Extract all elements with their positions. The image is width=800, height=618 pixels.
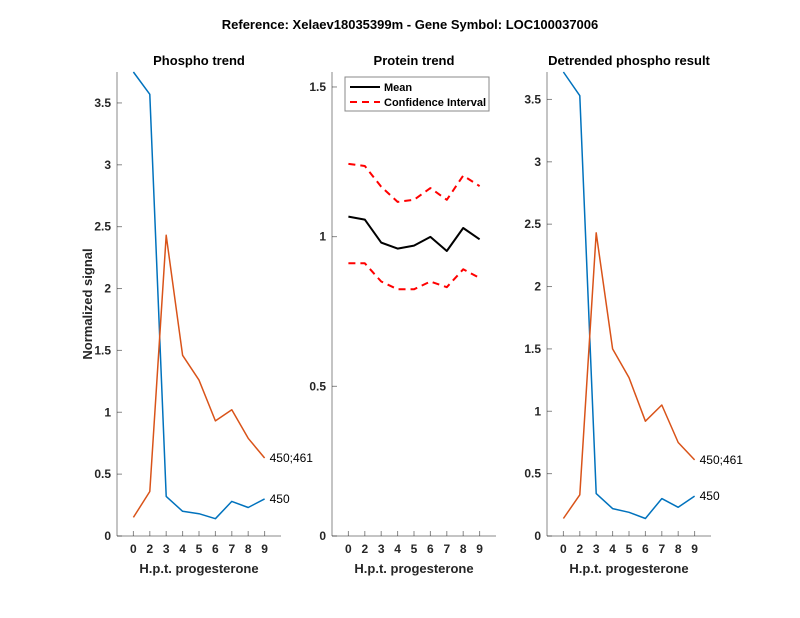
y-tick-label: 3 (534, 155, 541, 169)
y-tick-label: 0 (104, 529, 111, 543)
x-tick-label: 4 (609, 542, 616, 556)
y-tick-label: 2.5 (94, 220, 111, 234)
x-tick-label: 5 (411, 542, 418, 556)
x-tick-label: 5 (626, 542, 633, 556)
protein-trend-legend: Mean Confidence Interval (344, 76, 490, 112)
y-tick-label: 1 (104, 405, 111, 419)
y-tick-label: 0 (319, 529, 326, 543)
y-tick-label: 1.5 (94, 343, 111, 357)
x-tick-label: 6 (427, 542, 434, 556)
x-tick-label: 9 (691, 542, 698, 556)
protein-trend-title: Protein trend (374, 53, 455, 68)
y-tick-label: 0.5 (309, 379, 326, 393)
y-tick-label: 2.5 (524, 217, 541, 231)
x-tick-label: 2 (576, 542, 583, 556)
x-tick-label: 5 (196, 542, 203, 556)
x-tick-label: 9 (261, 542, 268, 556)
legend-mean-label: Mean (384, 82, 412, 94)
y-tick-label: 1 (319, 230, 326, 244)
series-line-450 (132, 71, 265, 520)
phospho-trend-axes: Phospho trend H.p.t. progesterone Normal… (80, 53, 313, 576)
phospho-trend-xlabel: H.p.t. progesterone (139, 561, 258, 576)
legend-box (344, 76, 490, 112)
y-tick-label: 0.5 (524, 467, 541, 481)
y-tick-label: 0 (534, 529, 541, 543)
phospho-trend-title: Phospho trend (153, 53, 245, 68)
series-line-450-461 (562, 232, 696, 519)
y-tick-label: 3.5 (94, 96, 111, 110)
x-tick-label: 0 (130, 542, 137, 556)
x-tick-label: 4 (179, 542, 186, 556)
x-tick-label: 9 (476, 542, 483, 556)
y-tick-label: 3.5 (524, 92, 541, 106)
detrended-phospho-title: Detrended phospho result (548, 53, 710, 68)
series-line-450-461 (132, 234, 266, 518)
series-line-mean (348, 215, 481, 252)
series-end-label: 450 (270, 492, 290, 506)
x-tick-label: 2 (146, 542, 153, 556)
series-line-450 (562, 71, 696, 520)
figure-title: Reference: Xelaev18035399m - Gene Symbol… (222, 17, 599, 32)
x-tick-label: 6 (642, 542, 649, 556)
y-tick-label: 2 (534, 280, 541, 294)
series-end-label: 450;461 (270, 451, 314, 465)
x-tick-label: 2 (361, 542, 368, 556)
y-tick-label: 1 (534, 404, 541, 418)
y-tick-label: 2 (104, 282, 111, 296)
detrended-phospho-axes: Detrended phospho result H.p.t. progeste… (524, 53, 743, 576)
x-tick-label: 0 (560, 542, 567, 556)
y-tick-label: 1.5 (524, 342, 541, 356)
y-tick-label: 3 (104, 158, 111, 172)
series-line-confidence-interval-upper (348, 162, 481, 203)
protein-trend-xlabel: H.p.t. progesterone (354, 561, 473, 576)
x-tick-label: 6 (212, 542, 219, 556)
x-tick-label: 8 (675, 542, 682, 556)
x-tick-label: 7 (443, 542, 450, 556)
x-tick-label: 8 (245, 542, 252, 556)
series-end-label: 450;461 (700, 453, 744, 467)
x-tick-label: 0 (345, 542, 352, 556)
series-line-confidence-interval-lower (348, 262, 481, 291)
x-tick-label: 3 (378, 542, 385, 556)
x-tick-label: 3 (163, 542, 170, 556)
series-end-label: 450 (700, 489, 720, 503)
detrended-phospho-xlabel: H.p.t. progesterone (569, 561, 688, 576)
y-tick-label: 1.5 (309, 80, 326, 94)
x-tick-label: 7 (228, 542, 235, 556)
phospho-trend-ylabel: Normalized signal (80, 248, 95, 359)
x-tick-label: 7 (658, 542, 665, 556)
legend-ci-label: Confidence Interval (384, 97, 486, 109)
x-tick-label: 3 (593, 542, 600, 556)
protein-trend-axes: Protein trend H.p.t. progesterone Mean C… (309, 53, 496, 576)
x-tick-label: 4 (394, 542, 401, 556)
y-tick-label: 0.5 (94, 467, 111, 481)
x-tick-label: 8 (460, 542, 467, 556)
